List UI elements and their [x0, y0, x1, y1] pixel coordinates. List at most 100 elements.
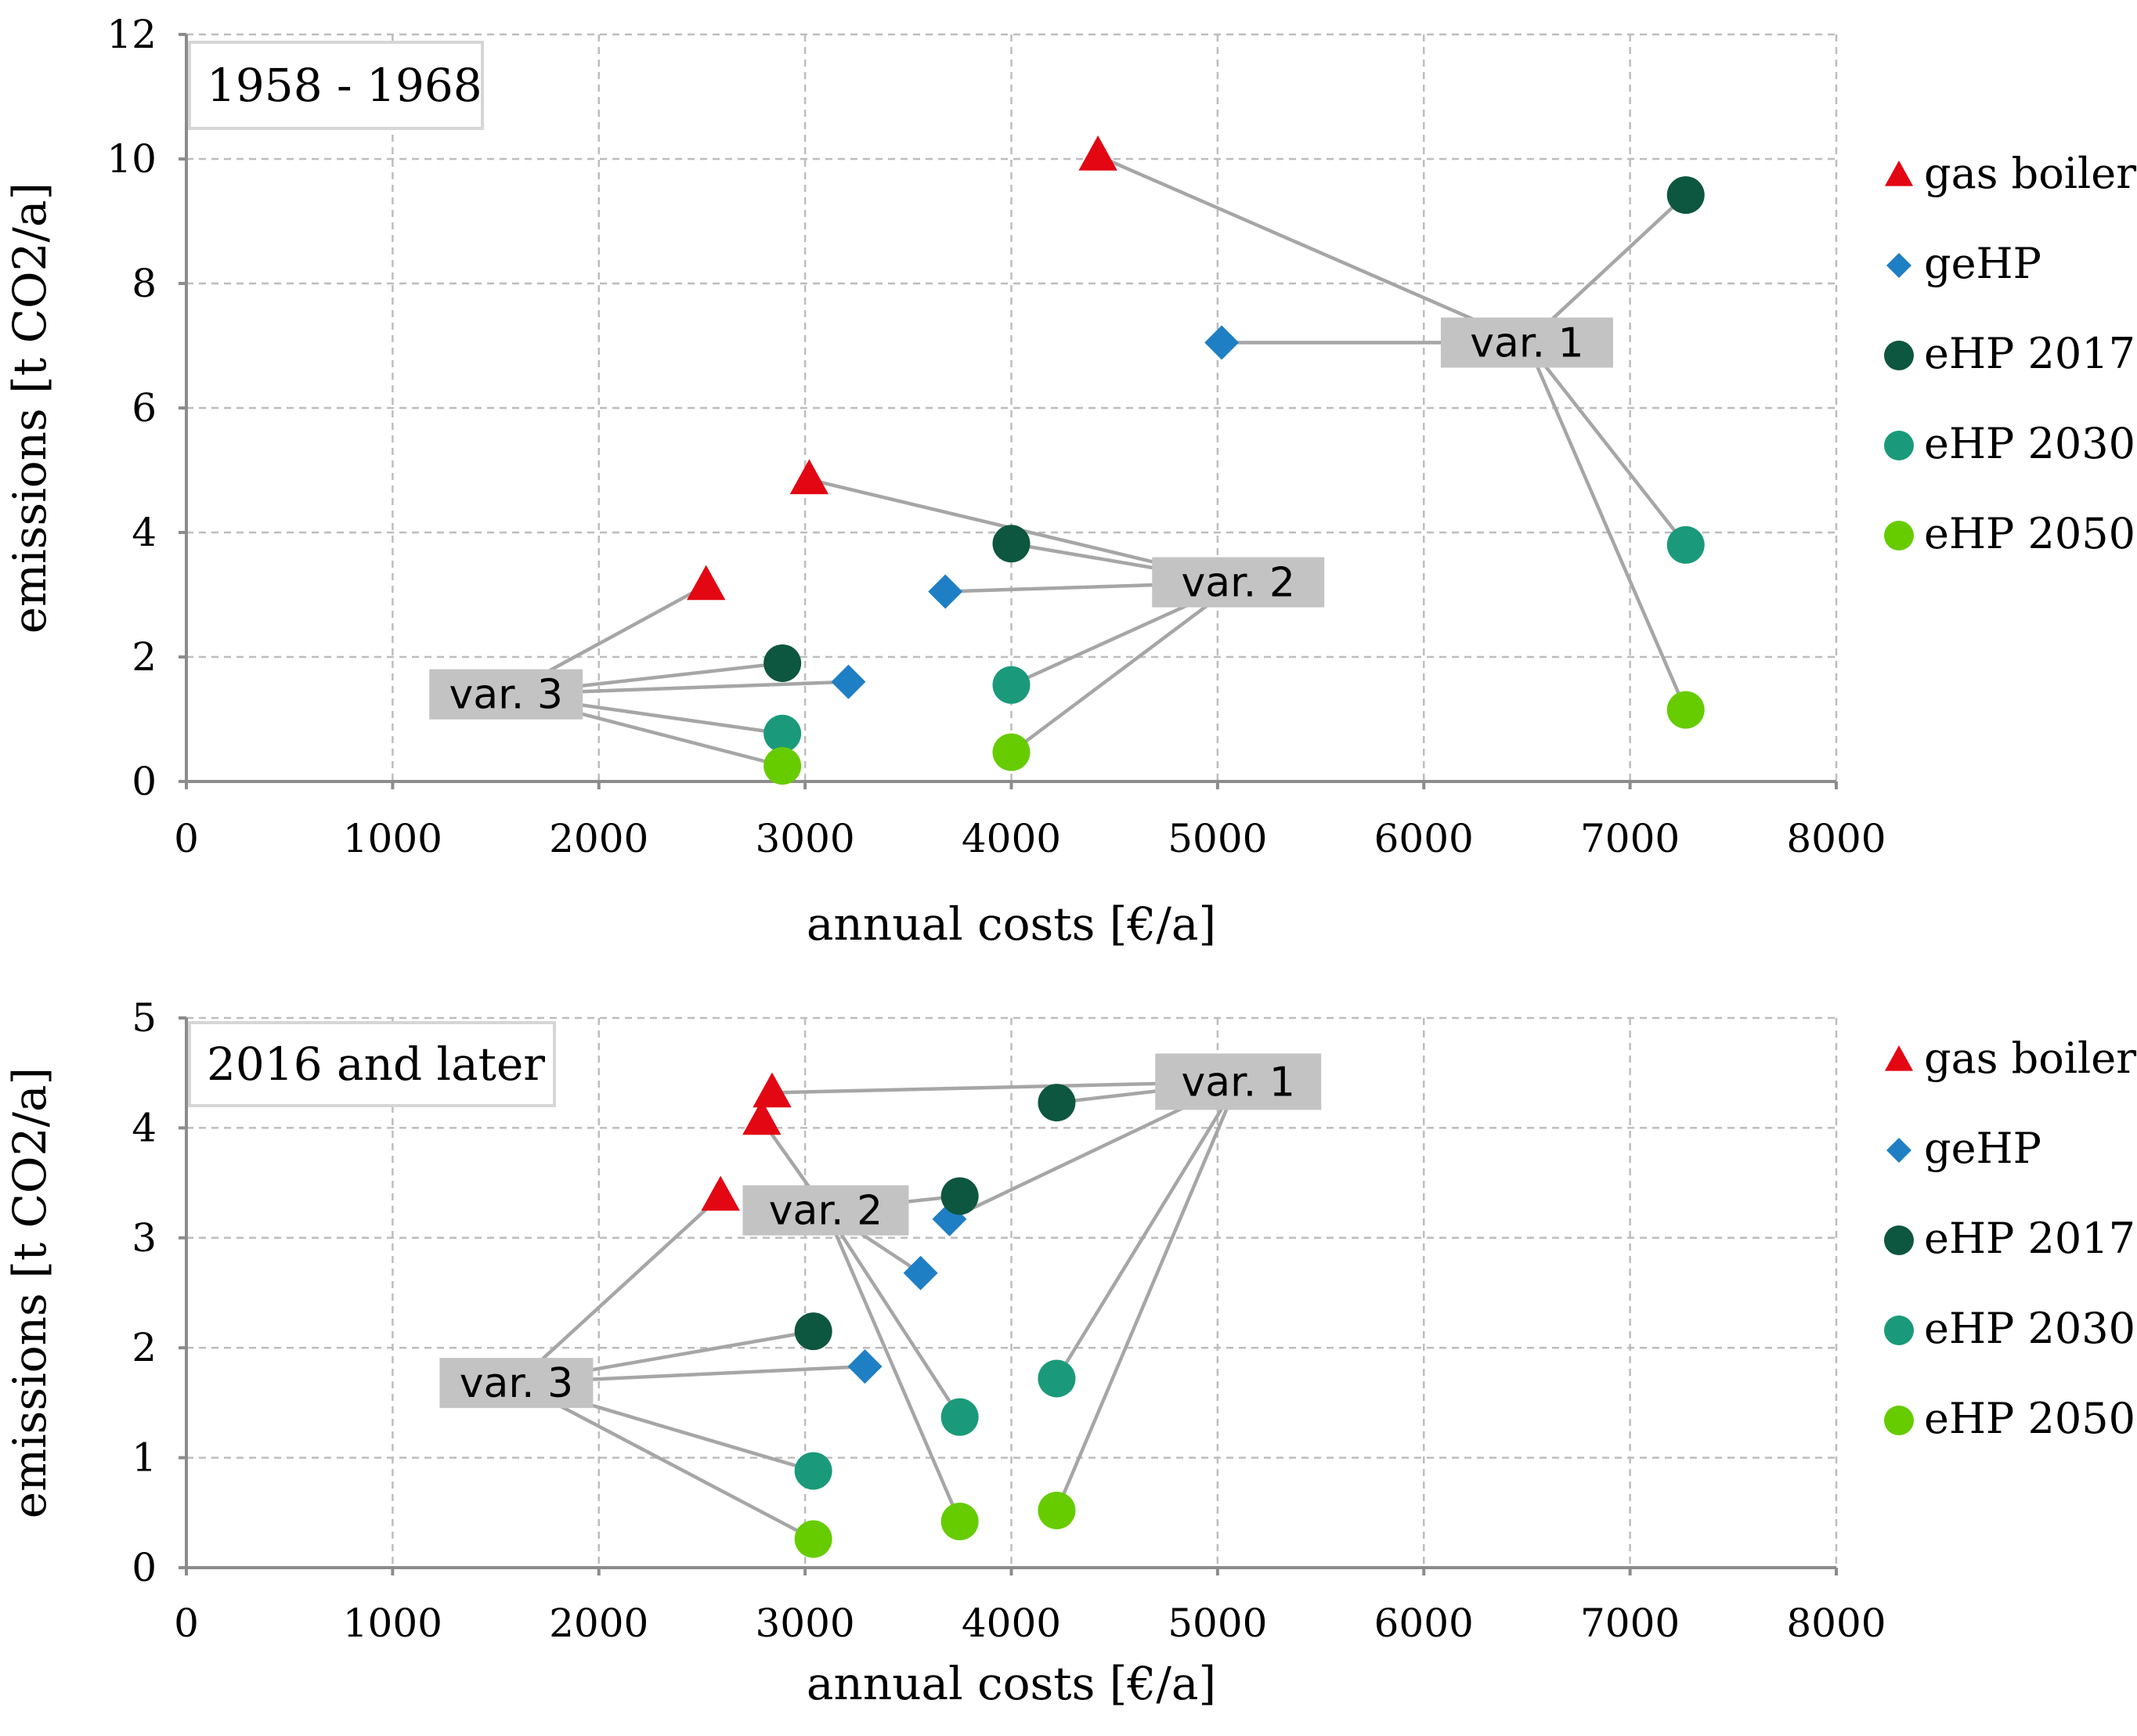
variant-label: var. 2 [742, 1185, 909, 1236]
legend-circle-icon [1884, 341, 1914, 370]
data-point [794, 1520, 832, 1558]
legend-circle-icon [1884, 521, 1914, 550]
leader-lines [514, 1080, 1240, 1541]
data-point [1078, 135, 1117, 171]
x-tick-label: 0 [174, 1601, 199, 1646]
series-ehp-2017 [763, 176, 1705, 682]
x-tick-label: 2000 [549, 1601, 648, 1646]
y-axis-title: emissions [t CO2/a] [3, 182, 56, 633]
data-points [687, 135, 1705, 785]
data-point [992, 666, 1031, 704]
period-label-text: 1958 - 1968 [207, 59, 482, 112]
variant-label-box [429, 669, 583, 720]
series-gas-boiler [701, 1072, 792, 1211]
data-point [928, 574, 963, 609]
x-tick-label: 3000 [756, 816, 855, 861]
legend-label: eHP 2030 [1924, 419, 2135, 468]
x-tick-label: 6000 [1374, 816, 1474, 861]
legend-item: gas boiler [1884, 149, 2136, 198]
data-point [701, 1175, 740, 1211]
variant-label-text: var. 1 [1182, 1059, 1295, 1106]
legend-label: geHP [1924, 239, 2041, 288]
data-point [1666, 176, 1705, 215]
legend-label: eHP 2030 [1924, 1304, 2135, 1353]
variant-label: var. 2 [1152, 557, 1325, 608]
legend-item: gas boiler [1884, 1034, 2136, 1083]
leader-line [824, 1209, 962, 1418]
data-point [940, 1398, 979, 1436]
y-tick-label: 3 [132, 1215, 157, 1261]
y-tick-label: 8 [132, 261, 157, 306]
data-point [1666, 525, 1705, 564]
legend-label: geHP [1924, 1124, 2041, 1173]
data-point [1666, 691, 1705, 729]
period-label: 2016 and later [188, 1021, 556, 1107]
x-tick-label: 3000 [756, 1601, 855, 1646]
y-tick-label: 6 [132, 385, 157, 431]
legend-circle-icon [1884, 431, 1914, 460]
variant-label-box [1152, 557, 1325, 608]
x-axis-title: annual costs [€/a] [807, 897, 1216, 951]
data-point [789, 459, 829, 495]
series-ehp-2050 [763, 691, 1705, 785]
legend-label: eHP 2017 [1924, 1214, 2135, 1263]
x-tick-label: 6000 [1374, 1601, 1474, 1646]
data-point [940, 1177, 979, 1215]
leader-line [1055, 1081, 1240, 1380]
period-label-box [188, 1021, 556, 1107]
legend-item: eHP 2050 [1884, 1394, 2135, 1443]
data-point [1038, 1491, 1076, 1529]
x-tick-label: 7000 [1580, 816, 1680, 861]
legend-circle-icon [1884, 1406, 1914, 1435]
legend-circle-icon [1884, 1316, 1914, 1345]
legend-item: eHP 2017 [1884, 1214, 2135, 1263]
data-point [742, 1099, 782, 1135]
legend-triangle-icon [1884, 1045, 1914, 1071]
data-point [763, 747, 802, 785]
data-point [992, 525, 1031, 563]
period-label-box [188, 41, 484, 130]
leader-line [515, 1381, 814, 1541]
variant-label-box [742, 1185, 909, 1236]
variant-label-text: var. 2 [769, 1188, 883, 1235]
x-tick-label: 7000 [1580, 1601, 1680, 1646]
data-point [831, 664, 866, 699]
x-tick-label: 1000 [343, 816, 442, 861]
data-point [847, 1349, 883, 1384]
legend-item: eHP 2030 [1884, 419, 2135, 468]
data-point [940, 1503, 979, 1541]
x-tick-label: 4000 [962, 816, 1061, 861]
leader-lines [505, 153, 1688, 768]
variant-label-box [1440, 317, 1613, 368]
variant-label: var. 1 [1155, 1053, 1322, 1110]
series-ehp-2050 [794, 1491, 1076, 1558]
y-tick-label: 12 [106, 12, 157, 57]
series-ehp-2017 [794, 1084, 1076, 1351]
legend-circle-icon [1884, 1225, 1914, 1255]
legend-item: geHP [1886, 1124, 2041, 1173]
leader-line [1055, 1081, 1240, 1511]
leader-line [1010, 580, 1240, 754]
legend-label: eHP 2050 [1924, 509, 2135, 558]
period-label-text: 2016 and later [207, 1038, 545, 1091]
variant-label: var. 1 [1440, 317, 1613, 368]
period-label: 1958 - 1968 [188, 41, 484, 130]
variant-label-text: var. 1 [1470, 320, 1583, 367]
data-point [763, 644, 802, 682]
series-ehp-2030 [794, 1359, 1076, 1490]
leader-line [1097, 153, 1528, 345]
leader-line [824, 1209, 962, 1522]
y-tick-label: 10 [106, 136, 157, 182]
data-point [763, 714, 802, 753]
y-tick-label: 2 [132, 634, 157, 680]
data-points [701, 1072, 1076, 1558]
leader-line [1525, 341, 1688, 547]
variant-label-text: var. 2 [1182, 560, 1295, 607]
y-axis-title: emissions [t CO2/a] [3, 1067, 56, 1518]
legend-label: eHP 2050 [1924, 1394, 2135, 1443]
variant-label-box [1155, 1053, 1322, 1110]
series-gehp [831, 325, 1240, 699]
x-tick-label: 1000 [343, 1601, 442, 1646]
chart-2: 0 1 2 3 4 5 0 1000 2000 3000 4000 5000 6000 7000 8000 a… [3, 995, 2136, 1710]
legend-diamond-icon [1886, 253, 1911, 278]
